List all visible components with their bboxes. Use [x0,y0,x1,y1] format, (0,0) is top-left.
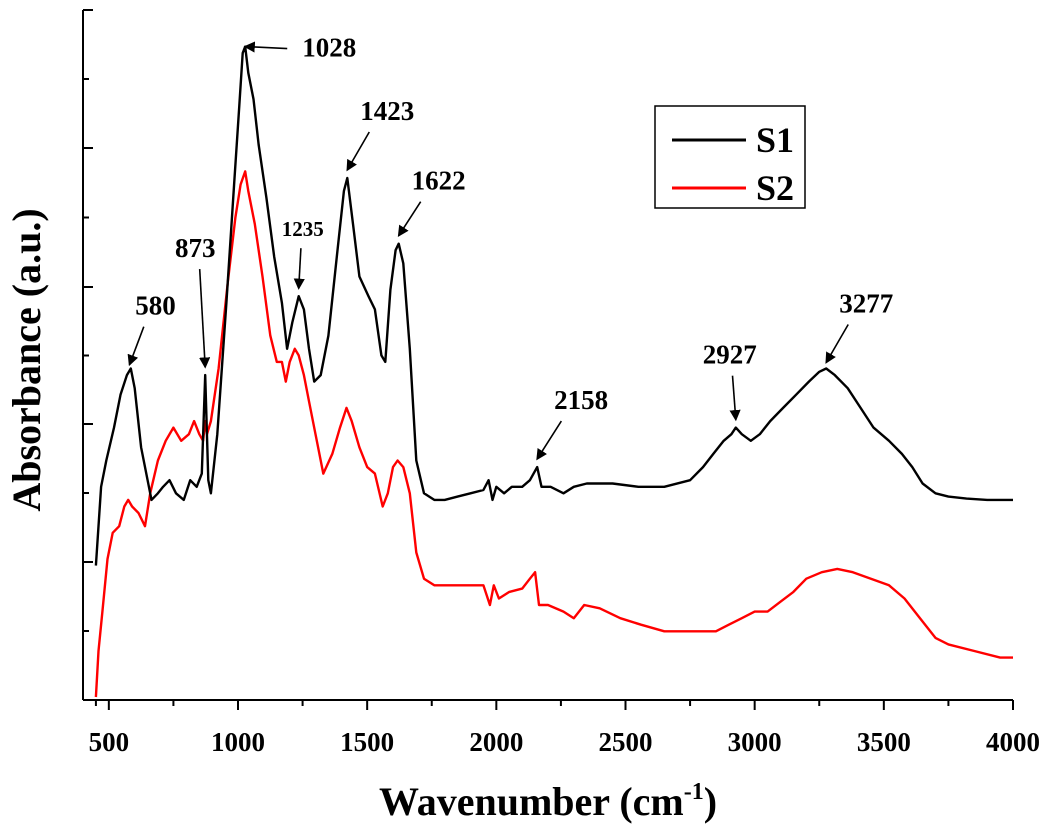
axis-titles: Wavenumber (cm-1) Absorbance (a.u.) [4,208,717,824]
annotation-arrow [243,41,288,53]
x-axis-title: Wavenumber (cm-1) [379,779,717,824]
x-axis-title-close: ) [704,779,717,824]
annotation-label: 1028 [302,33,356,63]
legend-box [654,105,806,209]
x-tick-label: 500 [89,727,130,757]
annotation-arrow [346,131,370,172]
annotation-label: 2158 [554,385,608,415]
x-axis-title-main: Wavenumber (cm [379,779,684,824]
x-tick-label: 2500 [599,727,653,757]
annotation-label: 1235 [282,217,324,241]
annotation-label: 1622 [412,166,466,196]
annotation-arrow [536,420,563,461]
annotations-group: 580 873 1028 1235 1423 1622 2158 2927 3277 [127,33,893,461]
series-group [94,45,1013,698]
annotation-label: 1423 [360,96,414,126]
x-tick-label: 3000 [728,727,782,757]
x-tick-label: 4000 [986,727,1040,757]
y-axis-title: Absorbance (a.u.) [4,208,49,511]
annotation-label: 2927 [703,340,757,370]
annotation-arrow [293,248,305,290]
x-tick-label: 3500 [857,727,911,757]
series-line-s1 [94,45,1013,566]
annotation-arrow [397,201,422,238]
annotation-label: 873 [175,233,216,263]
x-tick-label: 2000 [469,727,523,757]
legend-label-s2: S2 [756,168,794,208]
annotation-arrow [825,324,849,364]
series-line-s2 [94,170,1013,698]
x-axis-title-superscript: -1 [684,779,704,805]
annotation-arrow [127,326,145,367]
annotation-arrow [729,375,741,422]
legend-label-s1: S1 [756,120,794,160]
annotation-label: 580 [135,291,176,321]
x-tick-label: 1500 [340,727,394,757]
x-tick-label: 1000 [211,727,265,757]
annotation-label: 3277 [839,289,893,319]
axes: 500 1000 1500 2000 2500 3000 3500 4000 [82,9,1040,757]
annotation-arrow [198,269,211,369]
